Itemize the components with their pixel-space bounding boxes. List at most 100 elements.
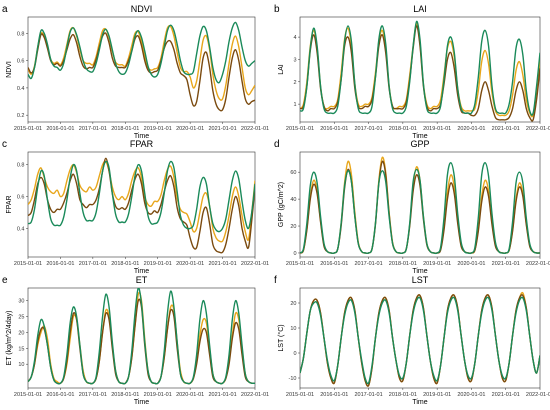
y-axis-title: GPP (gC/m^2): [278, 182, 285, 227]
panel-letter: e: [2, 275, 8, 286]
x-tick-label: 2021-01-01: [209, 126, 237, 132]
y-tick-label: 25: [18, 315, 24, 321]
y-tick-label: 20: [290, 224, 296, 230]
y-tick-label: 0.6: [17, 59, 25, 65]
panel-letter: b: [274, 4, 280, 15]
y-tick-label: 2: [293, 80, 296, 86]
x-tick-label: 2017-01-01: [355, 261, 383, 267]
x-tick-label: 2020-01-01: [457, 126, 485, 132]
plot-frame: [299, 151, 541, 258]
y-tick-label: 20: [18, 330, 24, 336]
panel-f: f LST -10 0 10 20 2015-01-01 2016-01-01 2017-01-…: [274, 275, 550, 406]
y-tick-label: 3: [293, 57, 296, 63]
x-tick-label: 2021-01-01: [209, 392, 237, 398]
x-tick-label: 2017-01-01: [79, 392, 107, 398]
panel-letter: d: [274, 139, 280, 150]
series-line-3: [28, 160, 255, 233]
x-tick-label: 2016-01-01: [46, 261, 74, 267]
y-tick-label: 10: [290, 326, 296, 332]
series-line-2: [300, 160, 540, 255]
x-tick-label: 2020-01-01: [176, 392, 204, 398]
x-tick-label: 2022-01-01: [241, 261, 269, 267]
x-tick-label: 2019-01-01: [423, 392, 451, 398]
series-line-2: [28, 32, 255, 112]
y-tick-label: -10: [289, 376, 297, 382]
series-line-2: [28, 298, 255, 385]
y-tick-label: 20: [290, 301, 296, 307]
y-tick-label: 0.2: [17, 113, 25, 119]
y-tick-label: 0.6: [17, 195, 25, 201]
y-tick-label: 10: [18, 362, 24, 368]
x-tick-label: 2022-01-01: [241, 392, 269, 398]
x-axis-title: Time: [134, 399, 149, 406]
series-line-1: [300, 156, 540, 255]
x-tick-label: 2020-01-01: [457, 261, 485, 267]
panel-letter: c: [2, 139, 7, 150]
y-tick-label: 30: [18, 299, 24, 305]
series-line-3: [300, 20, 540, 116]
x-tick-label: 2017-01-01: [79, 126, 107, 132]
plot-frame: [27, 287, 256, 389]
x-tick-label: 2019-01-01: [144, 261, 172, 267]
x-tick-label: 2017-01-01: [355, 126, 383, 132]
x-tick-label: 2022-01-01: [241, 126, 269, 132]
x-tick-label: 2016-01-01: [320, 126, 348, 132]
y-tick-label: 0: [293, 251, 296, 257]
panel-letter: a: [2, 4, 8, 15]
panel-title: LAI: [413, 4, 427, 14]
x-tick-label: 2018-01-01: [111, 126, 139, 132]
x-tick-label: 2020-01-01: [176, 126, 204, 132]
x-tick-label: 2016-01-01: [46, 126, 74, 132]
x-axis-title: Time: [412, 268, 427, 275]
series-line-3: [300, 162, 540, 255]
y-tick-label: 60: [290, 170, 296, 176]
x-tick-label: 2015-01-01: [286, 261, 314, 267]
y-tick-label: 1: [293, 102, 296, 108]
y-axis-title: FPAR: [6, 195, 13, 213]
x-tick-label: 2018-01-01: [389, 261, 417, 267]
x-tick-label: 2021-01-01: [492, 392, 520, 398]
panel-a: a NDVI 0.2 0.4 0.6 0.8 2015-01-01 2016-01-01 201…: [2, 4, 269, 140]
series-line-3: [28, 288, 255, 385]
panel-title: LST: [412, 275, 429, 285]
panel-title: ET: [136, 275, 148, 285]
x-tick-label: 2018-01-01: [111, 261, 139, 267]
x-axis-title: Time: [412, 133, 427, 140]
panel-b: b LAI 1 2 3 4 2015-01-01 2016-01-01 2017-01-01 20…: [274, 4, 550, 140]
x-tick-label: 2021-01-01: [492, 261, 520, 267]
y-tick-label: 15: [18, 346, 24, 352]
x-tick-label: 2019-01-01: [423, 261, 451, 267]
panel-c: c FPAR 0.4 0.6 0.8 2015-01-01 2016-01-01 2017-0…: [2, 139, 269, 275]
x-tick-label: 2016-01-01: [46, 392, 74, 398]
y-axis-title: ET (kg/m^2/4day): [6, 311, 13, 366]
x-tick-label: 2015-01-01: [14, 392, 42, 398]
panel-e: e ET 10 15 20 25 30 2015-01-01 2016-01-01 2017-01…: [2, 275, 269, 406]
x-tick-label: 2018-01-01: [389, 126, 417, 132]
y-tick-label: 4: [293, 35, 296, 41]
x-tick-label: 2016-01-01: [320, 392, 348, 398]
x-tick-label: 2016-01-01: [320, 261, 348, 267]
x-axis-title: Time: [134, 133, 149, 140]
panel-title: NDVI: [131, 4, 153, 14]
x-tick-label: 2019-01-01: [144, 126, 172, 132]
y-tick-label: 0.4: [17, 86, 25, 92]
y-tick-label: 0.8: [17, 163, 25, 169]
x-tick-label: 2019-01-01: [144, 392, 172, 398]
panel-title: FPAR: [130, 139, 154, 149]
x-tick-label: 2015-01-01: [286, 392, 314, 398]
y-axis-title: LAI: [278, 64, 285, 75]
series-line-3: [28, 21, 255, 84]
y-axis-title: NDVI: [6, 61, 13, 78]
x-tick-label: 2018-01-01: [389, 392, 417, 398]
y-axis-title: LST (°C): [277, 324, 285, 351]
x-tick-label: 2017-01-01: [355, 392, 383, 398]
y-tick-label: 0.4: [17, 226, 25, 232]
x-tick-label: 2022-01-01: [526, 126, 550, 132]
x-tick-label: 2021-01-01: [492, 126, 520, 132]
x-axis-title: Time: [412, 399, 427, 406]
y-tick-label: 0: [293, 351, 296, 357]
plot-frame: [299, 287, 541, 389]
x-tick-label: 2018-01-01: [111, 392, 139, 398]
series-line-1: [28, 160, 255, 243]
